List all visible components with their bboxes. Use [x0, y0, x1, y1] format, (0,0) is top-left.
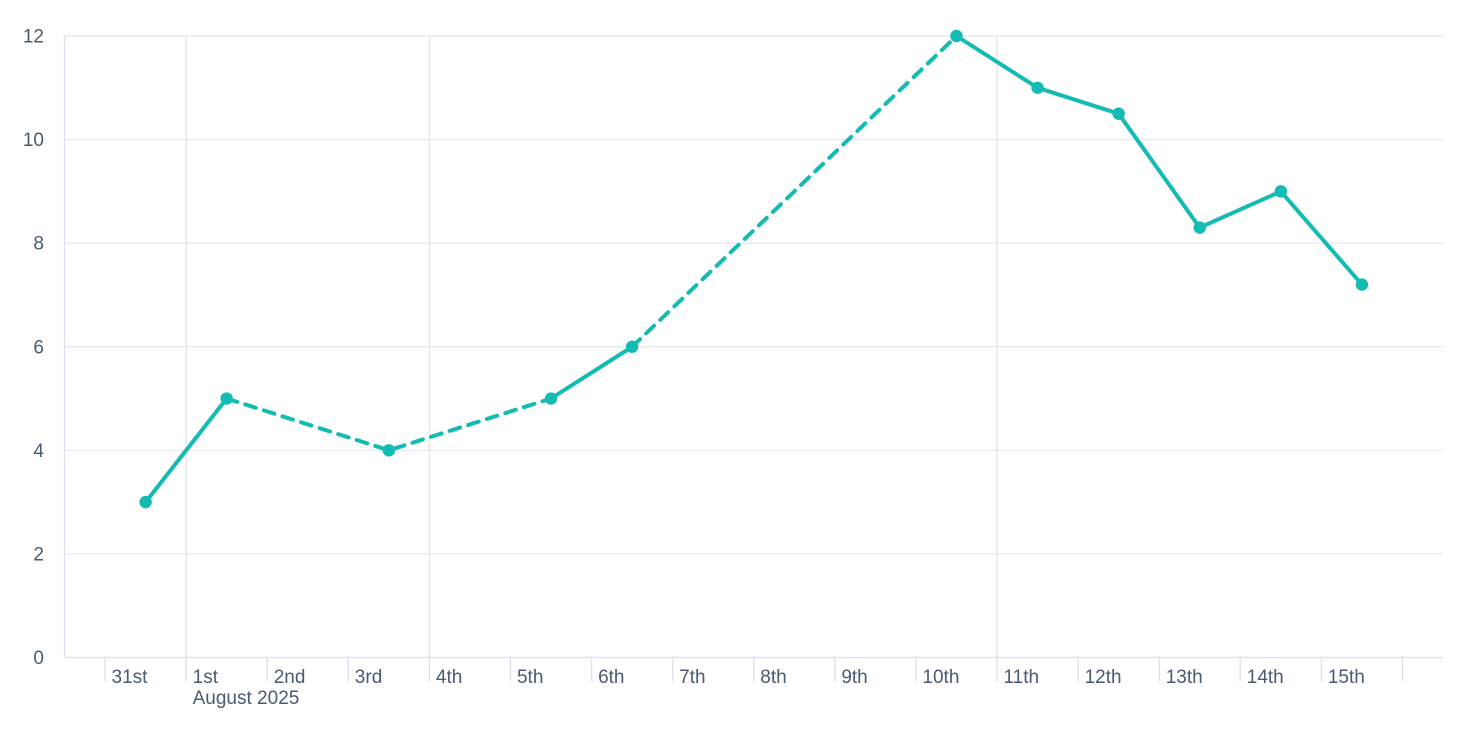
y-tick-label: 8 — [33, 234, 44, 255]
y-tick-label: 4 — [33, 441, 44, 462]
data-point-marker[interactable] — [1274, 185, 1288, 198]
x-tick-label: 31st — [112, 667, 149, 688]
x-tick-label: 8th — [760, 667, 786, 688]
x-tick-label: 11th — [1004, 667, 1040, 688]
x-tick-label: 15th — [1328, 667, 1365, 688]
series-segment-solid — [954, 34, 1364, 287]
series-markers — [139, 29, 1369, 509]
y-tick-label: 0 — [33, 648, 44, 669]
data-point-marker[interactable] — [1193, 221, 1206, 234]
data-point-marker[interactable] — [220, 392, 233, 405]
series-segment-dashed — [630, 34, 959, 349]
y-tick-label: 10 — [23, 130, 44, 151]
y-tick-label: 12 — [23, 27, 44, 48]
x-axis-month-label: August 2025 — [193, 688, 300, 709]
x-tick-label: 2nd — [274, 667, 306, 688]
data-point-marker[interactable] — [950, 29, 963, 43]
data-point-marker[interactable] — [1031, 81, 1044, 94]
x-tick-label: 4th — [436, 667, 462, 688]
grid-vertical — [185, 36, 998, 658]
x-tick-label: 13th — [1166, 667, 1203, 688]
x-tick-label: 3rd — [355, 667, 382, 688]
x-tick-label: 6th — [598, 667, 624, 688]
series-segment-solid — [549, 344, 635, 401]
series-line — [143, 34, 1364, 505]
x-tick-label: 14th — [1247, 667, 1284, 688]
x-tick-label: 1st — [193, 667, 219, 688]
y-axis: 0 2 4 6 8 10 12 — [23, 27, 66, 669]
data-point-marker[interactable] — [382, 444, 396, 457]
y-tick-label: 2 — [33, 544, 44, 565]
x-tick-label: 7th — [679, 667, 705, 688]
y-tick-label: 6 — [33, 337, 44, 358]
series-segment-dashed — [224, 396, 553, 453]
data-point-marker[interactable] — [1355, 278, 1369, 291]
x-tick-label: 12th — [1085, 667, 1122, 688]
data-point-marker[interactable] — [544, 392, 558, 405]
data-point-marker[interactable] — [139, 495, 152, 509]
x-axis: 31st 1st 2nd 3rd 4th 5th 6th 7th 8th 9th 10th 11th 1… — [64, 656, 1443, 709]
series-segment-solid — [143, 396, 229, 505]
data-point-marker[interactable] — [625, 340, 639, 353]
x-tick-label: 9th — [841, 667, 867, 688]
x-tick-label: 10th — [922, 667, 959, 688]
x-tick-label: 5th — [517, 667, 543, 688]
grid-horizontal — [64, 35, 1443, 555]
data-point-marker[interactable] — [1112, 107, 1125, 120]
